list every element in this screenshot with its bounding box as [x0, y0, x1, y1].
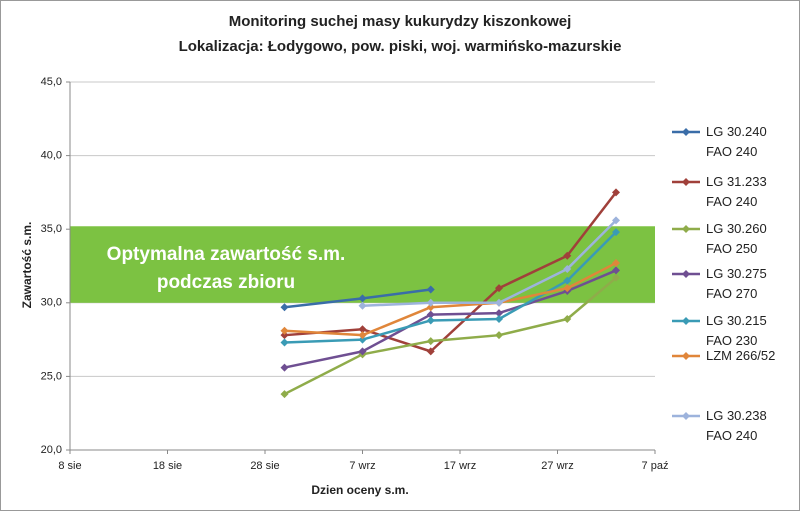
- band-label: podczas zbioru: [157, 272, 295, 293]
- data-point: [358, 301, 367, 310]
- data-point: [612, 259, 620, 268]
- data-point: [612, 266, 620, 275]
- data-point: [612, 228, 620, 237]
- x-axis-label: Dzien oceny s.m.: [311, 483, 408, 497]
- data-point: [563, 276, 572, 285]
- data-point: [612, 216, 620, 225]
- legend-marker: [682, 270, 690, 278]
- y-tick-label: 30,0: [41, 297, 62, 309]
- data-point: [426, 303, 435, 312]
- x-tick-label: 18 sie: [153, 460, 182, 472]
- data-point: [612, 273, 620, 282]
- legend-marker: [682, 225, 690, 233]
- y-tick-label: 45,0: [41, 76, 62, 88]
- legend-label: LG 30.240 FAO 240: [706, 124, 767, 159]
- legend-label: LG 30.215 FAO 230: [706, 313, 767, 348]
- legend-marker: [682, 128, 690, 136]
- legend-marker: [682, 412, 690, 420]
- data-point: [426, 316, 435, 325]
- y-tick-label: 25,0: [41, 370, 62, 382]
- data-point: [280, 363, 289, 372]
- data-point: [280, 331, 289, 340]
- y-tick-label: 20,0: [41, 444, 62, 456]
- data-point: [495, 284, 503, 293]
- x-tick-label: 17 wrz: [444, 460, 476, 472]
- band-label: Optymalna zawartość s.m.: [107, 244, 346, 265]
- x-tick-label: 27 wrz: [541, 460, 573, 472]
- data-point: [358, 294, 367, 303]
- data-point: [280, 303, 289, 312]
- series-line: [283, 276, 617, 396]
- series-line: [284, 261, 617, 337]
- legend-label: LG 30.275 FAO 270: [706, 266, 767, 301]
- legend-label: LG 30.260 FAO 250: [706, 221, 767, 256]
- data-point: [495, 309, 503, 318]
- data-point: [563, 251, 572, 260]
- chart-title: Monitoring suchej masy kukurydzy kiszonk…: [229, 13, 572, 30]
- legend-marker: [682, 352, 690, 360]
- series-line: [284, 269, 617, 369]
- data-point: [426, 337, 435, 346]
- data-point: [358, 335, 367, 344]
- x-tick-label: 7 paź: [642, 460, 669, 472]
- legend-label: LG 31.233 FAO 240: [706, 174, 767, 209]
- legend-marker: [682, 178, 690, 186]
- data-point: [280, 326, 289, 335]
- legend-marker: [682, 317, 690, 325]
- legend-label: LG 30.238 FAO 240: [706, 408, 767, 443]
- y-tick-label: 35,0: [41, 223, 62, 235]
- data-point: [280, 338, 289, 347]
- data-point: [426, 310, 435, 319]
- data-point: [358, 325, 367, 334]
- series-line: [284, 231, 617, 344]
- data-point: [358, 331, 367, 340]
- data-point: [426, 298, 435, 307]
- data-point: [426, 347, 435, 356]
- data-point: [563, 264, 572, 273]
- data-point: [280, 390, 289, 399]
- data-point: [563, 314, 572, 323]
- legend-label: LZM 266/52: [706, 348, 776, 363]
- x-tick-label: 7 wrz: [349, 460, 375, 472]
- y-axis-label: Zawartość s.m.: [20, 222, 34, 309]
- data-point: [495, 331, 503, 340]
- chart-subtitle: Lokalizacja: Łodygowo, pow. piski, woj. …: [179, 38, 622, 55]
- data-point: [563, 284, 572, 293]
- x-tick-label: 8 sie: [58, 460, 81, 472]
- data-point: [426, 285, 435, 294]
- y-tick-label: 40,0: [41, 150, 62, 162]
- data-point: [495, 314, 503, 323]
- data-point: [495, 298, 503, 307]
- data-point: [612, 188, 620, 197]
- x-tick-label: 28 sie: [250, 460, 279, 472]
- data-point: [358, 347, 367, 356]
